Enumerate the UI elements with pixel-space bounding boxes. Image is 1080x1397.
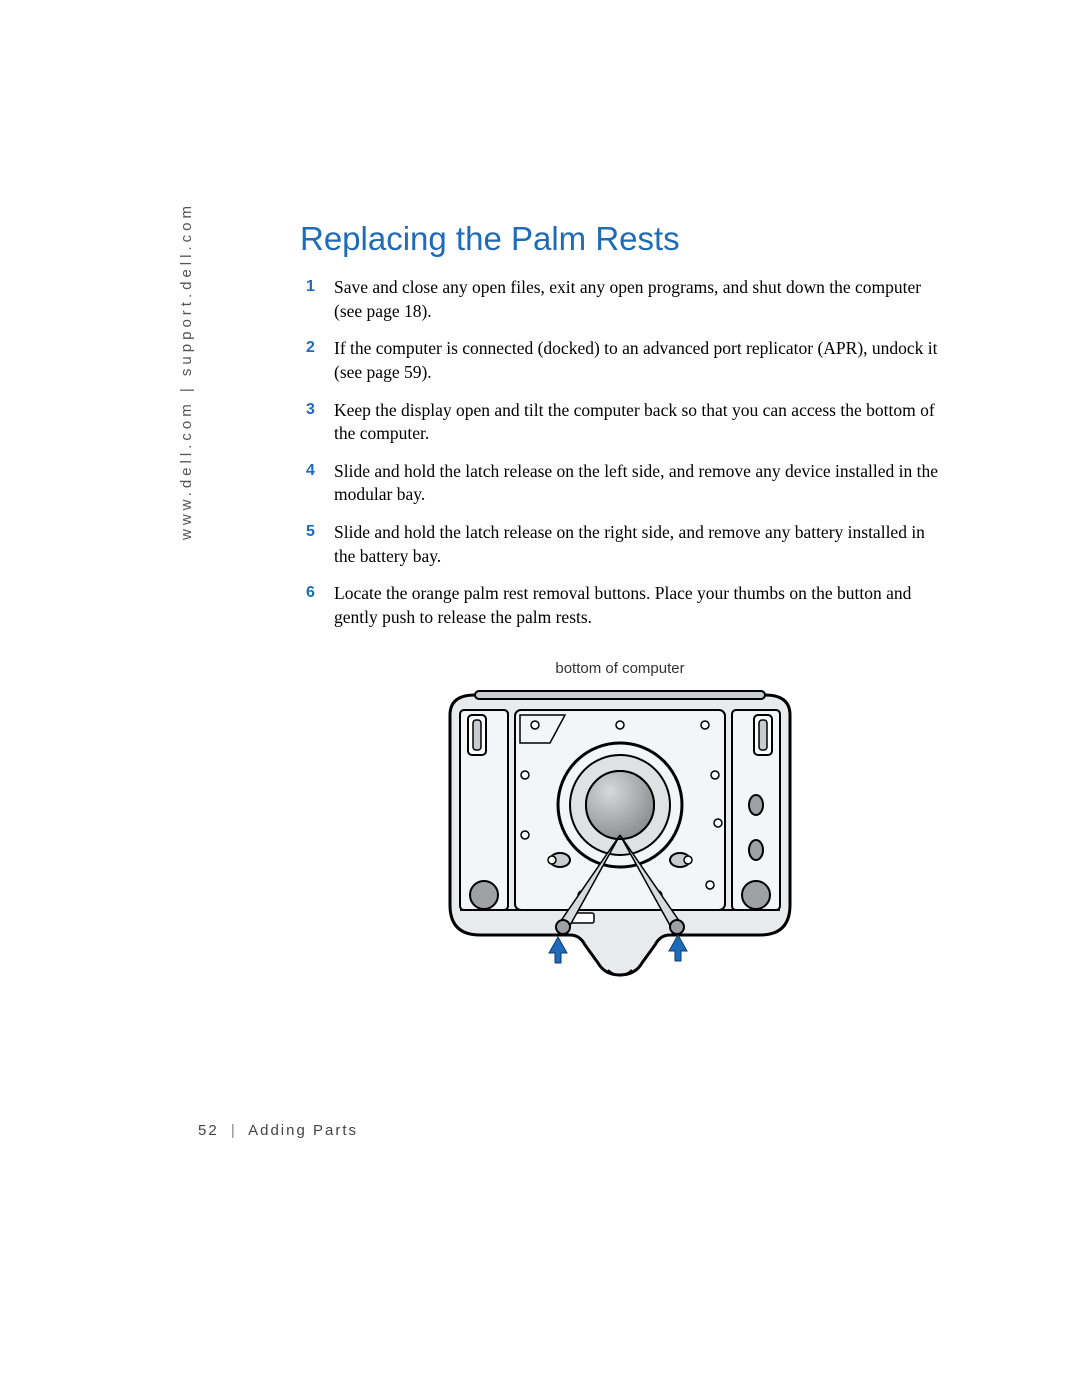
step-5: 5 Slide and hold the latch release on th… xyxy=(300,521,940,568)
step-2: 2 If the computer is connected (docked) … xyxy=(300,337,940,384)
page-footer: 52 | Adding Parts xyxy=(198,1122,358,1139)
footer-separator: | xyxy=(231,1122,237,1139)
step-text: Locate the orange palm rest removal butt… xyxy=(334,583,911,627)
footer-section: Adding Parts xyxy=(248,1122,358,1139)
step-text: Slide and hold the latch release on the … xyxy=(334,522,925,566)
step-text: Save and close any open files, exit any … xyxy=(334,277,921,321)
step-1: 1 Save and close any open files, exit an… xyxy=(300,276,940,323)
page-title: Replacing the Palm Rests xyxy=(300,220,940,258)
steps-list: 1 Save and close any open files, exit an… xyxy=(300,276,940,630)
step-4: 4 Slide and hold the latch release on th… xyxy=(300,460,940,507)
step-text: Keep the display open and tilt the compu… xyxy=(334,400,935,444)
step-number: 4 xyxy=(306,460,315,482)
figure: bottom of computer xyxy=(300,660,940,985)
step-number: 3 xyxy=(306,399,315,421)
step-text: Slide and hold the latch release on the … xyxy=(334,461,938,505)
figure-caption: bottom of computer xyxy=(300,660,940,677)
step-text: If the computer is connected (docked) to… xyxy=(334,338,938,382)
step-number: 2 xyxy=(306,337,315,359)
computer-bottom-diagram xyxy=(420,685,820,985)
step-3: 3 Keep the display open and tilt the com… xyxy=(300,399,940,446)
step-number: 5 xyxy=(306,521,315,543)
step-6: 6 Locate the orange palm rest removal bu… xyxy=(300,582,940,629)
step-number: 1 xyxy=(306,276,315,298)
step-number: 6 xyxy=(306,582,315,604)
footer-page-number: 52 xyxy=(198,1122,219,1139)
document-page: www.dell.com | support.dell.com Replacin… xyxy=(0,0,1080,1397)
